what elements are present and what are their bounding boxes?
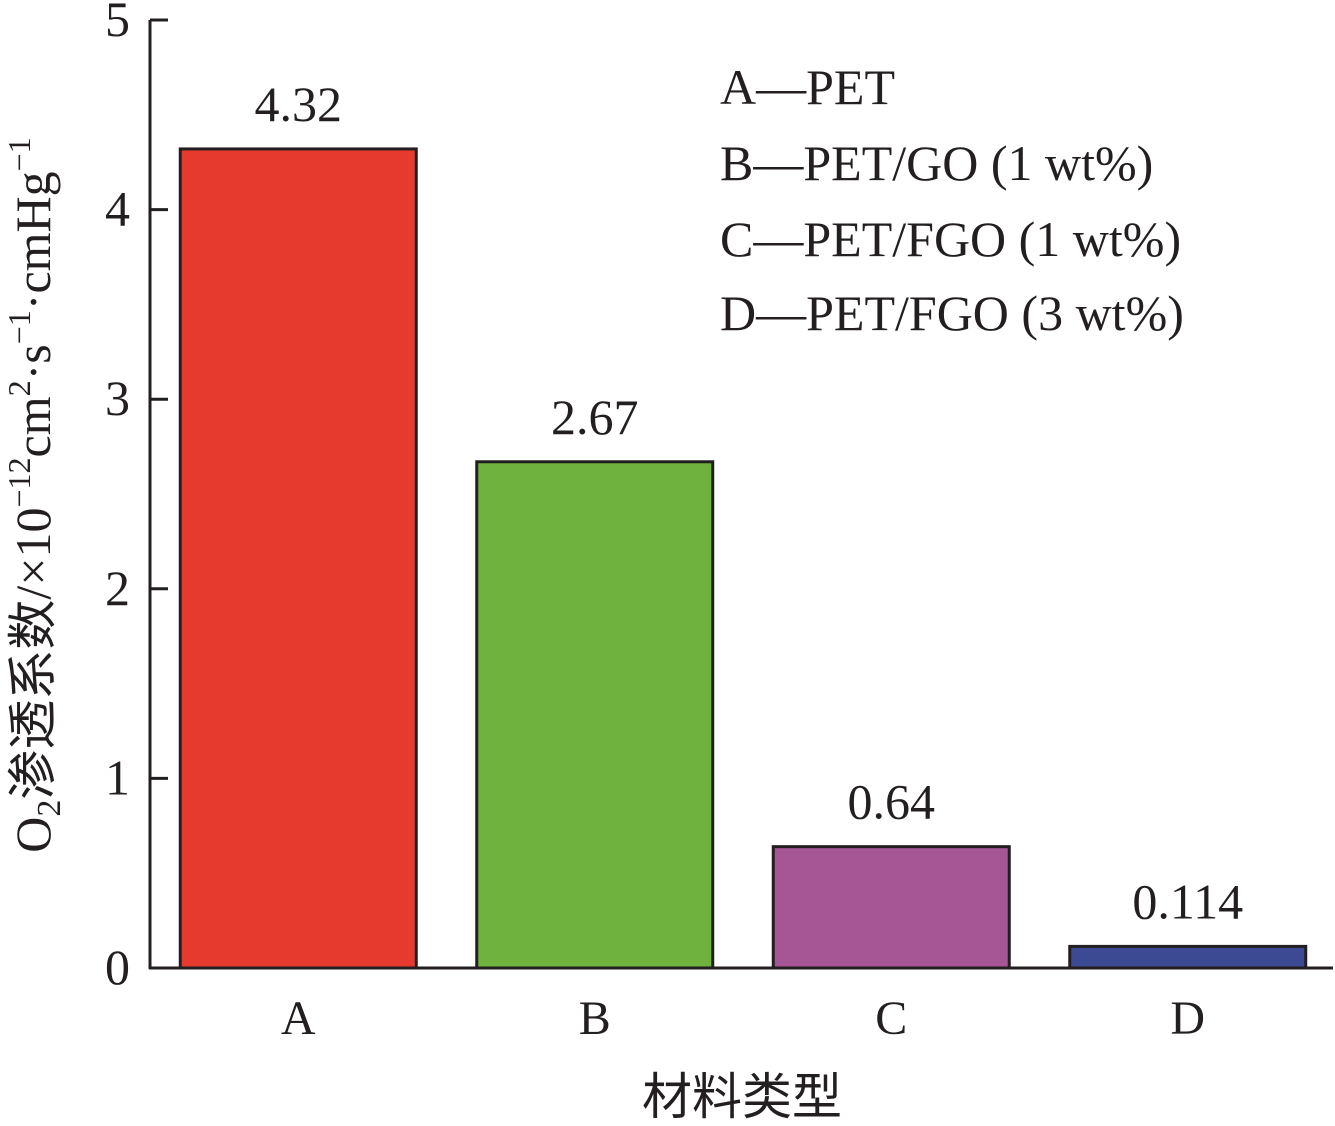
bar-a <box>178 147 418 970</box>
y-axis-ticks: 0 1 2 3 4 5 <box>105 0 168 995</box>
bar-d <box>1068 944 1308 970</box>
x-tick-label-a: A <box>281 992 316 1045</box>
bar-b <box>475 460 715 970</box>
x-axis-title: 材料类型 <box>642 1069 842 1125</box>
y-axis-title: O2渗透系数/×10−12cm2·s−1·cmHg−1 <box>1 137 68 852</box>
y-tick-label: 5 <box>105 0 130 47</box>
y-axis-title-exp4: −1 <box>1 137 37 171</box>
legend-entry-d: D—PET/FGO (3 wt%) <box>720 285 1184 341</box>
y-axis-title-exp3: −1 <box>1 310 37 344</box>
y-axis-title-sep2: ·cmHg <box>5 171 61 310</box>
x-tick-label-d: D <box>1170 992 1205 1045</box>
bars <box>178 147 1308 970</box>
y-tick-label: 0 <box>105 939 130 995</box>
data-label-c: 0.64 <box>848 774 936 830</box>
y-axis-title-prefix: O <box>5 817 61 853</box>
bar-c <box>771 845 1011 970</box>
legend-entry-b: B—PET/GO (1 wt%) <box>720 135 1153 191</box>
y-axis-title-sep1: ·s <box>5 344 61 380</box>
y-tick-label: 1 <box>105 749 130 805</box>
y-axis-title-unit1: cm <box>5 396 61 457</box>
y-tick-label: 2 <box>105 560 130 616</box>
legend: A—PET B—PET/GO (1 wt%) C—PET/FGO (1 wt%)… <box>720 59 1184 341</box>
legend-entry-c: C—PET/FGO (1 wt%) <box>720 211 1181 267</box>
y-tick-label: 3 <box>105 370 130 426</box>
data-label-d: 0.114 <box>1132 873 1243 929</box>
y-axis-title-exp2: 2 <box>1 380 37 396</box>
y-tick-label: 4 <box>105 181 130 237</box>
data-label-b: 2.67 <box>551 389 639 445</box>
data-label-a: 4.32 <box>255 76 343 132</box>
y-axis-title-prefix-sub: 2 <box>31 800 68 817</box>
x-tick-label-c: C <box>875 992 907 1045</box>
data-labels: 4.32 2.67 0.64 0.114 <box>255 76 1244 929</box>
y-axis-title-main: 渗透系数/×10 <box>5 507 61 799</box>
legend-entry-a: A—PET <box>720 59 895 115</box>
y-axis-title-exp1: −12 <box>1 457 37 507</box>
x-tick-label-b: B <box>579 992 611 1045</box>
x-axis-tick-labels: A B C D <box>281 992 1205 1045</box>
